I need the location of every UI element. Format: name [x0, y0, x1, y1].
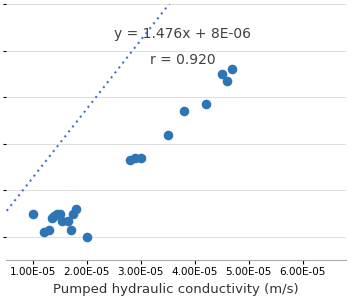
Point	[70, 212, 76, 216]
Point	[49, 216, 55, 221]
Point	[165, 132, 170, 137]
Point	[230, 67, 235, 72]
Point	[133, 155, 138, 160]
Point	[41, 230, 47, 235]
Point	[68, 228, 74, 232]
X-axis label: Pumped hydraulic conductivity (m/s): Pumped hydraulic conductivity (m/s)	[53, 283, 299, 296]
Text: r = 0.920: r = 0.920	[150, 53, 216, 67]
Point	[60, 218, 65, 223]
Point	[30, 212, 36, 216]
Point	[84, 235, 90, 239]
Point	[65, 218, 71, 223]
Point	[138, 155, 144, 160]
Point	[54, 212, 60, 216]
Text: y = 1.476x + 8E-06: y = 1.476x + 8E-06	[114, 27, 251, 41]
Point	[73, 207, 79, 212]
Point	[127, 158, 133, 163]
Point	[224, 79, 230, 83]
Point	[57, 212, 63, 216]
Point	[181, 109, 187, 114]
Point	[203, 102, 208, 107]
Point	[219, 72, 224, 76]
Point	[46, 228, 52, 232]
Point	[51, 214, 57, 218]
